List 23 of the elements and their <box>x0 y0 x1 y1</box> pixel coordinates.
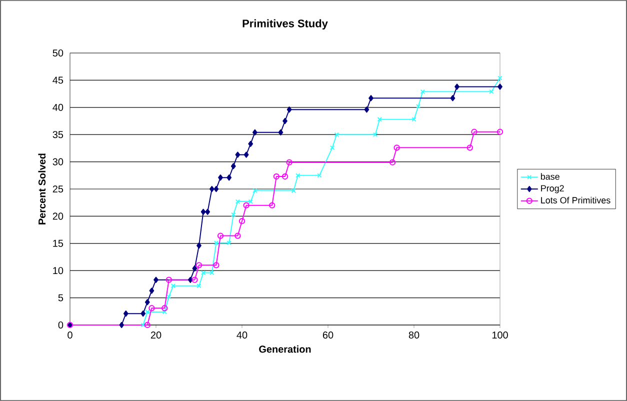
y-tick-label: 45 <box>52 76 64 84</box>
y-tick-label: 10 <box>53 267 64 274</box>
x-tick-label: 40 <box>236 332 248 339</box>
y-tick-label: 40 <box>52 104 64 111</box>
x-tick-label: 20 <box>150 332 162 339</box>
legend-label: base <box>540 173 560 180</box>
y-tick-label: 30 <box>52 158 64 166</box>
y-axis-title: Percent Solved <box>38 154 46 224</box>
x-axis-title: Generation <box>259 345 311 353</box>
x-tick-label: 80 <box>408 332 420 339</box>
y-tick-label: 35 <box>52 131 64 138</box>
y-tick-label: 50 <box>52 49 64 57</box>
x-tick-label: 0 <box>68 332 72 339</box>
y-tick-label: 25 <box>52 185 64 193</box>
x-tick-label: 60 <box>322 332 334 339</box>
y-tick-label: 5 <box>58 294 64 302</box>
y-tick-label: 20 <box>52 212 64 220</box>
legend-label: Lots Of Primitives <box>541 196 610 204</box>
legend-label: Prog2 <box>541 185 564 194</box>
y-tick-label: 15 <box>53 240 64 247</box>
y-tick-label: 0 <box>58 321 64 329</box>
x-tick-label: 100 <box>492 332 508 339</box>
chart-title: Primitives Study <box>242 19 328 30</box>
